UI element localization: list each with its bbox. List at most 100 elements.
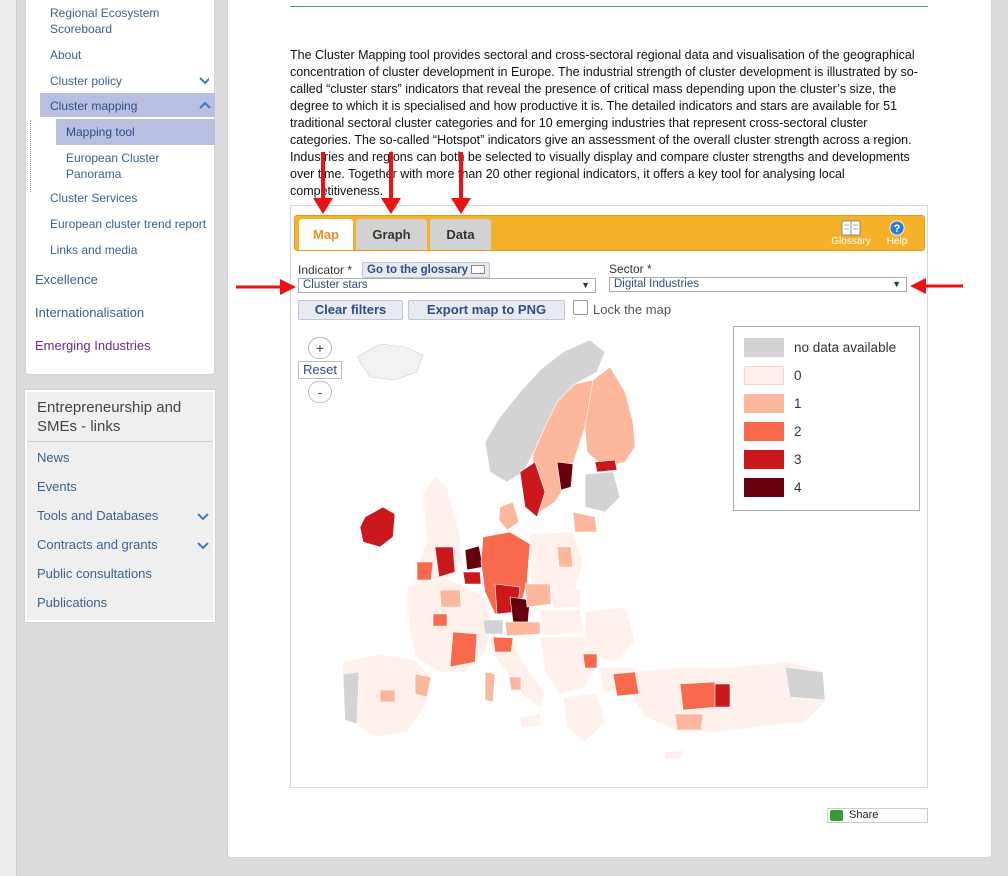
region-finland[interactable]	[584, 366, 636, 468]
region-cyprus[interactable]	[664, 749, 684, 760]
region-lombardy[interactable]	[492, 636, 514, 653]
divider	[27, 441, 213, 442]
sidebar-item-regional-ecosystem[interactable]: Regional Ecosystem Scoreboard	[50, 6, 160, 36]
chevron-down-icon[interactable]	[197, 513, 209, 521]
region-bucharest[interactable]	[582, 653, 598, 669]
legend-swatch	[744, 478, 784, 497]
region-norway[interactable]	[484, 339, 606, 483]
help-label: Help	[886, 236, 908, 247]
region-madrid[interactable]	[379, 689, 396, 703]
region-denmark[interactable]	[498, 501, 520, 531]
region-belgium[interactable]	[462, 571, 482, 585]
links-panel-title: Entrepreneurship and SMEs - links	[37, 399, 182, 435]
sidebar-item-excellence[interactable]: Excellence	[35, 272, 98, 287]
region-austria[interactable]	[504, 621, 541, 637]
region-ireland[interactable]	[359, 506, 396, 548]
lock-map-label: Lock the map	[593, 302, 672, 317]
region-southwest-england[interactable]	[416, 561, 434, 581]
sidebar-item-cluster-services[interactable]: Cluster Services	[50, 191, 138, 205]
zoom-reset-button[interactable]: Reset	[298, 361, 342, 379]
dropdown-arrow-icon: ▼	[581, 280, 590, 290]
region-lazio[interactable]	[508, 676, 522, 691]
legend-swatch	[744, 366, 784, 385]
sidebar-item-cluster-policy[interactable]: Cluster policy	[50, 74, 123, 88]
arrow-down-icon	[451, 198, 471, 214]
help-button[interactable]: ? Help	[877, 218, 917, 247]
region-kayseri[interactable]	[714, 683, 731, 708]
region-eastern-turkey[interactable]	[784, 666, 826, 701]
region-paris[interactable]	[439, 589, 462, 608]
region-london[interactable]	[434, 546, 456, 578]
tab-graph[interactable]: Graph	[356, 219, 427, 250]
europe-map[interactable]	[335, 322, 835, 774]
glossary-button[interactable]: Glossary	[828, 218, 874, 247]
go-to-glossary-button[interactable]: Go to the glossary	[362, 262, 491, 278]
link-contracts-grants[interactable]: Contracts and grants	[37, 537, 158, 552]
region-baltics[interactable]	[584, 471, 621, 513]
region-sicily[interactable]	[519, 713, 542, 728]
sidebar-item-trend-report[interactable]: European cluster trend report	[50, 217, 207, 231]
link-events[interactable]: Events	[37, 479, 77, 494]
legend-label: 3	[794, 452, 802, 467]
link-tools-databases[interactable]: Tools and Databases	[37, 508, 159, 523]
link-publications[interactable]: Publications	[37, 595, 108, 610]
book-icon	[471, 265, 486, 274]
region-stockholm-area[interactable]	[519, 461, 546, 518]
sidebar-item-about[interactable]: About	[50, 48, 82, 62]
chevron-down-icon[interactable]	[199, 77, 209, 87]
chevron-up-icon[interactable]	[199, 101, 211, 109]
region-switzerland[interactable]	[482, 619, 504, 635]
legend-swatch	[744, 394, 784, 413]
sidebar-item-internationalisation[interactable]: Internationalisation	[35, 305, 145, 320]
region-czechia[interactable]	[524, 583, 552, 608]
region-slovakia[interactable]	[550, 589, 581, 609]
zoom-in-button[interactable]: +	[308, 337, 332, 359]
map-legend: no data available 0 1 2 3 4	[733, 326, 920, 511]
share-label: Share	[849, 809, 879, 821]
divider	[290, 6, 928, 7]
region-istanbul[interactable]	[612, 671, 640, 697]
sidebar-item-emerging-industries[interactable]: Emerging Industries	[35, 338, 151, 353]
lock-map-checkbox[interactable]	[573, 300, 588, 315]
sidebar-item-mapping-tool[interactable]: Mapping tool	[56, 119, 215, 145]
sidebar-item-cluster-mapping[interactable]: Cluster mapping	[40, 93, 215, 117]
region-greece[interactable]	[562, 693, 606, 743]
link-public-consultations[interactable]: Public consultations	[37, 566, 152, 581]
region-lithuania[interactable]	[572, 511, 598, 533]
region-warsaw[interactable]	[556, 546, 574, 568]
chevron-down-icon[interactable]	[197, 542, 209, 550]
region-antalya[interactable]	[674, 713, 704, 731]
links-panel: Entrepreneurship and SMEs - links News E…	[24, 389, 216, 623]
region-southern-france[interactable]	[449, 631, 478, 668]
sector-label: Sector *	[609, 262, 652, 276]
region-portugal[interactable]	[342, 671, 360, 725]
dropdown-arrow-icon: ▼	[892, 279, 901, 289]
clear-filters-button[interactable]: Clear filters	[298, 300, 403, 320]
tab-data[interactable]: Data	[430, 219, 491, 250]
export-png-button[interactable]: Export map to PNG	[408, 300, 565, 320]
link-news[interactable]: News	[37, 450, 70, 465]
legend-label: 0	[794, 368, 802, 383]
share-button[interactable]: Share	[827, 808, 928, 823]
region-uppsala[interactable]	[556, 461, 574, 491]
book-icon	[841, 220, 861, 236]
sector-select[interactable]: Digital Industries ▼	[609, 277, 907, 292]
region-iceland[interactable]	[356, 343, 424, 381]
tab-map[interactable]: Map	[299, 219, 353, 250]
region-sardinia[interactable]	[484, 671, 496, 703]
region-romania[interactable]	[584, 606, 636, 663]
zoom-controls: + Reset -	[298, 337, 342, 403]
region-helsinki[interactable]	[594, 459, 618, 473]
indicator-select[interactable]: Cluster stars ▼	[298, 278, 596, 293]
region-catalonia[interactable]	[414, 673, 432, 698]
zoom-out-button[interactable]: -	[308, 381, 332, 403]
sidebar-item-links-media[interactable]: Links and media	[50, 243, 138, 257]
tab-bar: Map Graph Data Glossary ? Help	[294, 215, 925, 251]
glossary-label: Glossary	[831, 236, 871, 247]
region-pays-de-la-loire[interactable]	[432, 613, 448, 627]
region-hungary[interactable]	[539, 609, 584, 637]
arrow-right-icon	[280, 279, 296, 295]
arrow-down-icon	[381, 198, 401, 214]
region-italy[interactable]	[489, 636, 546, 708]
sidebar-item-cluster-panorama[interactable]: European Cluster Panorama	[66, 151, 160, 181]
